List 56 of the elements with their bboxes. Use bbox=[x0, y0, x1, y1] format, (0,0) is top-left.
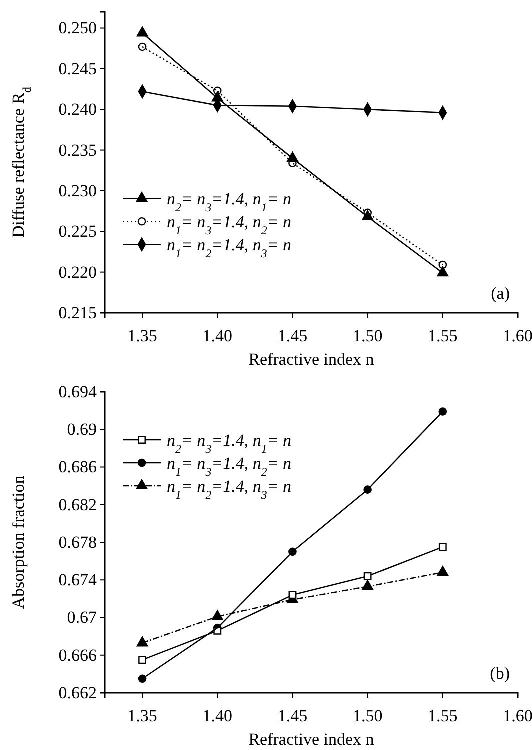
y-tick-label: 0.682 bbox=[58, 495, 97, 514]
x-tick-label: 1.50 bbox=[352, 326, 383, 346]
annotation: (a) bbox=[491, 284, 510, 303]
point bbox=[362, 210, 374, 221]
point bbox=[212, 610, 224, 620]
x-tick-label: 1.35 bbox=[128, 326, 158, 346]
y-tick-label: 0.220 bbox=[58, 262, 97, 282]
point bbox=[438, 408, 448, 416]
x-tick-label: 1.60 bbox=[503, 706, 532, 726]
point bbox=[437, 566, 449, 576]
x-axis-title: Refractive index n bbox=[248, 350, 375, 369]
point bbox=[136, 26, 148, 37]
y-tick-label: 0.235 bbox=[58, 140, 97, 160]
point bbox=[288, 591, 297, 600]
legend-label: n$_{1}$= n$_{3}$=1.4, n$_{2}$= n bbox=[167, 212, 292, 238]
point bbox=[212, 92, 224, 102]
x-tick-label: 1.45 bbox=[278, 326, 308, 346]
y-tick-label: 0.69 bbox=[67, 420, 97, 440]
x-tick-label: 1.55 bbox=[428, 706, 458, 726]
x-tick-label: 1.50 bbox=[352, 706, 383, 726]
annotation: (b) bbox=[490, 664, 510, 683]
point bbox=[287, 152, 298, 162]
y-tick-label: 0.666 bbox=[58, 646, 97, 665]
x-tick-label: 1.35 bbox=[128, 706, 158, 726]
y-axis-title: Absorption fraction bbox=[9, 475, 28, 610]
legend-label: n$_{2}$= n$_{3}$=1.4, n$_{1}$= n bbox=[167, 190, 292, 215]
y-tick-label: 0.215 bbox=[58, 303, 97, 322]
point bbox=[437, 266, 449, 277]
y-tick-label: 0.230 bbox=[58, 181, 97, 200]
point bbox=[138, 42, 147, 52]
y-tick-label: 0.225 bbox=[58, 222, 97, 242]
legend-label: n$_{1}$= n$_{2}$=1.4, n$_{3}$= n bbox=[167, 236, 292, 261]
x-tick-label: 1.60 bbox=[503, 326, 532, 346]
y-tick-label: 0.686 bbox=[58, 458, 97, 477]
y-tick-label: 0.240 bbox=[58, 100, 97, 120]
x-axis-title: Refractive index n bbox=[248, 730, 375, 749]
point bbox=[138, 674, 147, 684]
legend-label: n$_{1}$= n$_{3}$=1.4, n$_{2}$= n bbox=[167, 454, 292, 479]
y-tick-label: 0.662 bbox=[58, 683, 97, 702]
point bbox=[138, 656, 146, 664]
y-tick-label: 0.250 bbox=[58, 18, 97, 38]
x-tick-label: 1.40 bbox=[202, 706, 233, 726]
y-tick-label: 0.674 bbox=[58, 570, 98, 590]
y-tick-label: 0.694 bbox=[58, 382, 98, 402]
x-tick-label: 1.45 bbox=[278, 706, 308, 726]
x-tick-label: 1.55 bbox=[428, 326, 458, 346]
y-tick-label: 0.67 bbox=[67, 608, 98, 628]
point bbox=[438, 543, 447, 552]
y-tick-label: 0.678 bbox=[58, 532, 97, 552]
legend-label: n$_{1}$= n$_{2}$=1.4, n$_{3}$= n bbox=[167, 477, 292, 502]
legend-label: n$_{2}$= n$_{3}$=1.4, n$_{1}$= n bbox=[167, 431, 292, 456]
point bbox=[364, 572, 372, 580]
y-tick-label: 0.245 bbox=[58, 59, 97, 78]
point bbox=[136, 636, 148, 647]
point bbox=[362, 580, 374, 590]
x-tick-label: 1.40 bbox=[202, 326, 233, 346]
